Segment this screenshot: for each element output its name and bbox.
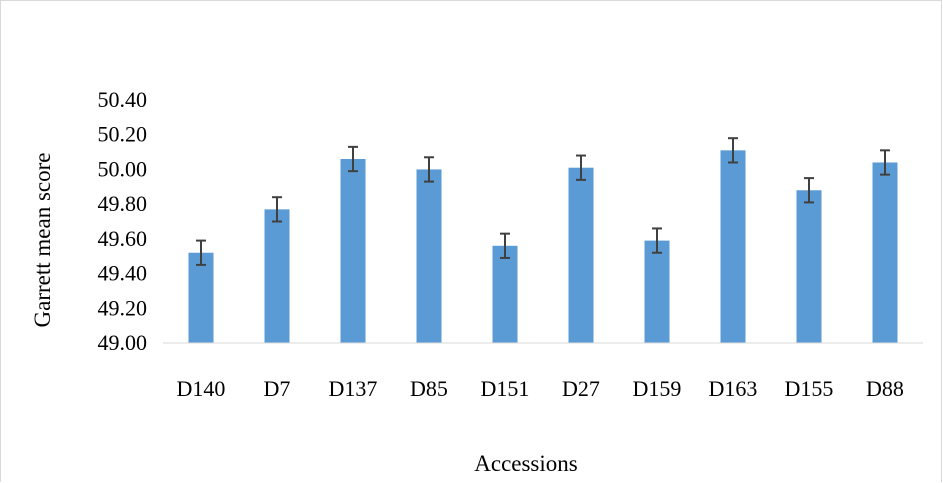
error-bars xyxy=(196,137,890,266)
x-category-label: D88 xyxy=(866,376,904,401)
y-tick-label: 49.80 xyxy=(98,191,148,216)
y-tick-label: 49.60 xyxy=(98,226,148,251)
bar-d151 xyxy=(492,245,518,343)
x-category-label: D140 xyxy=(177,376,226,401)
x-category-label: D85 xyxy=(410,376,448,401)
error-bar-d159 xyxy=(652,227,662,254)
x-category-label: D155 xyxy=(785,376,834,401)
y-tick-label: 49.20 xyxy=(98,295,148,320)
x-axis-title: Accessions xyxy=(474,451,578,476)
error-bar-d85 xyxy=(424,156,434,183)
bar-d140 xyxy=(188,252,214,343)
error-bar-d27 xyxy=(576,154,586,181)
y-tick-label: 50.40 xyxy=(98,87,148,112)
error-bar-d137 xyxy=(348,145,358,173)
bar-d155 xyxy=(796,190,822,343)
x-category-label: D151 xyxy=(481,376,530,401)
y-axis-ticks: 49.00 49.20 49.40 49.60 49.80 50.00 50.20 50.40 xyxy=(98,87,148,355)
y-tick-label: 50.00 xyxy=(98,156,148,181)
bar-d159 xyxy=(644,240,670,343)
error-bar-d7 xyxy=(272,196,282,223)
x-category-label: D137 xyxy=(329,376,378,401)
x-category-label: D27 xyxy=(562,376,600,401)
bar-d137 xyxy=(340,159,366,343)
y-tick-label: 49.40 xyxy=(98,261,148,286)
bar-d163 xyxy=(720,150,746,343)
error-bar-d151 xyxy=(500,232,510,259)
y-axis-title: Garrett mean score xyxy=(30,153,55,328)
error-bar-d155 xyxy=(804,177,814,204)
error-bar-d163 xyxy=(728,137,738,164)
bar-d7 xyxy=(264,209,290,343)
y-tick-label: 50.20 xyxy=(98,122,148,147)
y-tick-label: 49.00 xyxy=(98,330,148,355)
x-axis-categories: D140 D7 D137 D85 D151 D27 D159 D163 D155 D88 xyxy=(177,376,904,401)
bar-d88 xyxy=(872,162,898,343)
x-category-label: D7 xyxy=(264,376,291,401)
bar-d85 xyxy=(416,169,442,343)
x-category-label: D163 xyxy=(709,376,758,401)
bars xyxy=(188,150,898,343)
error-bar-d140 xyxy=(196,239,206,266)
error-bar-d88 xyxy=(880,149,890,176)
x-category-label: D159 xyxy=(633,376,682,401)
bar-d27 xyxy=(568,167,594,343)
